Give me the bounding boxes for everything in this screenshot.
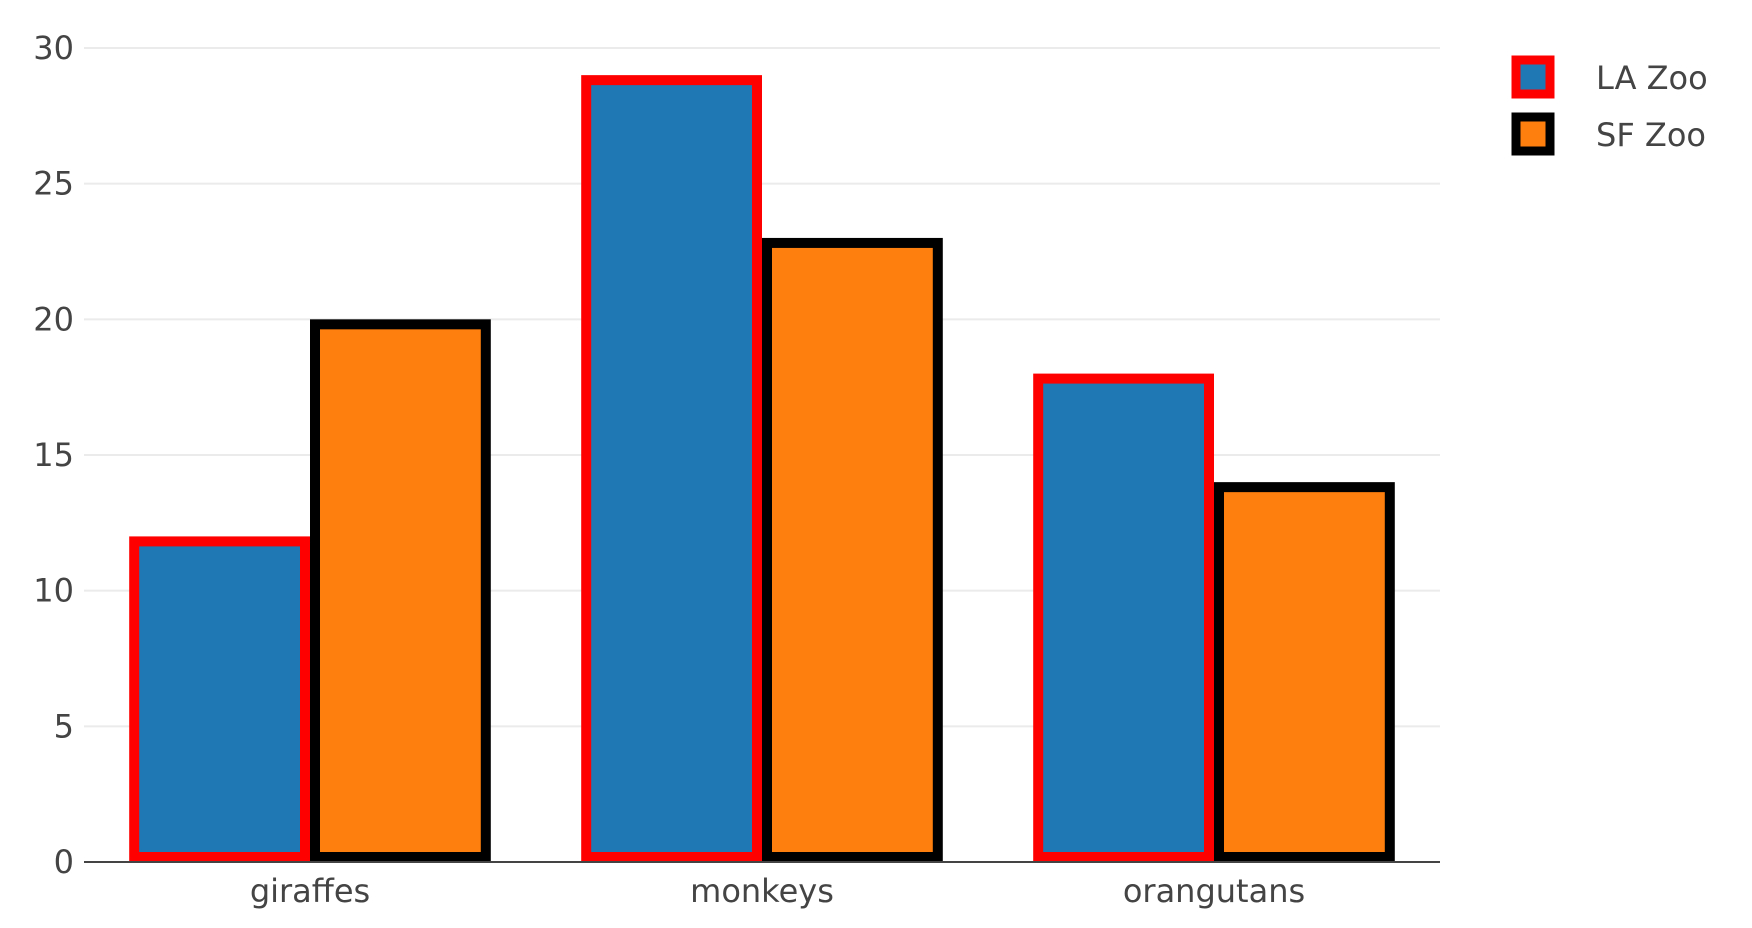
legend-label: SF Zoo: [1596, 116, 1706, 154]
legend-label: LA Zoo: [1596, 59, 1708, 97]
legend-item-la-zoo[interactable]: LA Zoo: [1511, 55, 1708, 99]
legend-swatch: [1511, 55, 1555, 99]
axes: 0 5 10 15 20 25 30 giraffes monkeys orangutans: [33, 29, 1440, 910]
bars: [129, 75, 1395, 863]
legend-item-sf-zoo[interactable]: SF Zoo: [1511, 112, 1706, 156]
x-tick-label: monkeys: [690, 872, 834, 910]
y-tick-label: 10: [33, 572, 74, 610]
y-tick-label: 0: [54, 843, 74, 881]
legend-swatch: [1511, 112, 1555, 156]
bar-la-zoo-giraffes[interactable]: [129, 536, 310, 863]
y-tick-label: 15: [33, 436, 74, 474]
y-tick-label: 30: [33, 29, 74, 67]
y-tick-label: 20: [33, 300, 74, 338]
bar-sf-zoo-orangutans[interactable]: [1214, 482, 1395, 862]
x-tick-label: orangutans: [1123, 872, 1305, 910]
y-tick-label: 25: [33, 165, 74, 203]
x-tick-label: giraffes: [250, 872, 370, 910]
bar-la-zoo-monkeys[interactable]: [581, 75, 763, 862]
legend[interactable]: LA Zoo SF Zoo: [1511, 55, 1708, 156]
y-tick-label: 5: [54, 707, 74, 745]
bar-sf-zoo-giraffes[interactable]: [310, 319, 491, 863]
bar-sf-zoo-monkeys[interactable]: [762, 237, 943, 862]
bar-la-zoo-orangutans[interactable]: [1033, 373, 1214, 862]
